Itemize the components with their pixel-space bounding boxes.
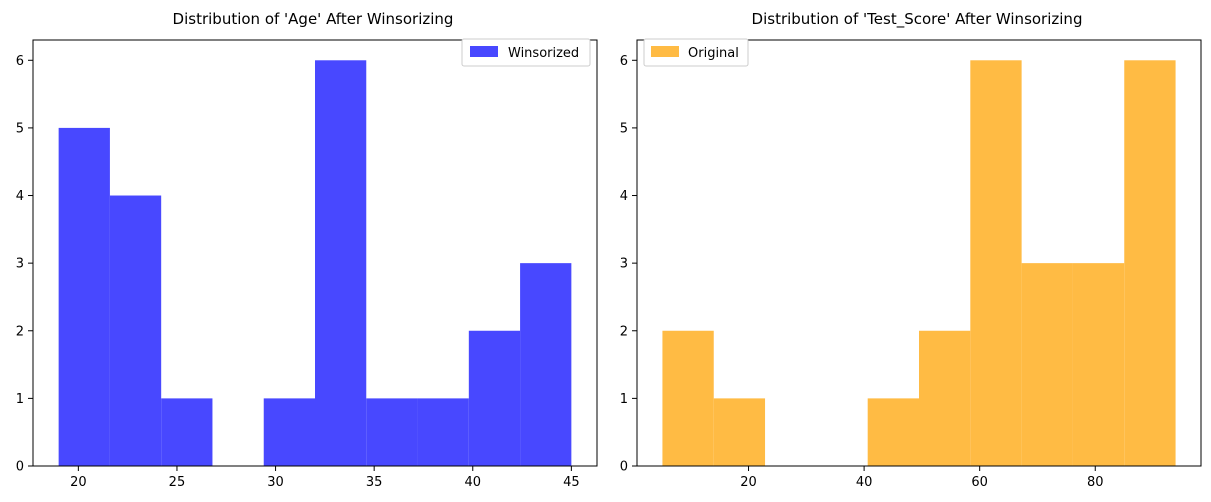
age-bar-8 (468, 330, 521, 466)
test-score-y-tick-label-0: 0 (620, 460, 628, 475)
age-x-tick-label-35: 35 (366, 475, 383, 490)
age-x-tick-label-40: 40 (464, 475, 481, 490)
age-legend-box (461, 38, 591, 67)
test-score-y-tick-label-4: 4 (620, 189, 628, 204)
test-score-histogram-panel: Distribution of 'Test_Score' After Winso… (620, 10, 1202, 490)
age-y-tick-label-4: 4 (16, 189, 24, 204)
age-y-tick-label-2: 2 (16, 324, 24, 339)
age-legend-swatch (470, 46, 498, 57)
age-x-tick-label-45: 45 (563, 475, 580, 490)
age-bar-1 (109, 195, 162, 466)
test-score-y-tick-label-5: 5 (620, 121, 628, 136)
age-legend: Winsorized (461, 38, 591, 67)
test-score-legend-box (643, 38, 749, 67)
test-score-x-tick-label-20: 20 (740, 475, 757, 490)
age-x-tick-label-30: 30 (267, 475, 284, 490)
test-score-legend-label: Original (688, 46, 739, 61)
age-bar-7 (417, 398, 469, 466)
test-score-y-tick-label-6: 6 (620, 54, 628, 69)
test-score-y-tick-label-3: 3 (620, 257, 628, 272)
age-x-tick-label-25: 25 (169, 475, 186, 490)
test-score-x-tick-label-80: 80 (1087, 475, 1104, 490)
age-bar-9 (520, 263, 572, 466)
test-score-bar-4 (867, 398, 919, 466)
test-score-y-tick-label-1: 1 (620, 392, 628, 407)
test-score-bar-7 (1021, 263, 1073, 466)
test-score-x-tick-label-60: 60 (971, 475, 988, 490)
age-y-tick-label-0: 0 (16, 460, 24, 475)
age-plot-area (58, 60, 572, 467)
test-score-bar-8 (1072, 263, 1125, 466)
test-score-bar-1 (713, 398, 766, 466)
age-bar-0 (58, 127, 110, 467)
age-y-tick-label-5: 5 (16, 121, 24, 136)
test-score-bar-6 (970, 60, 1022, 466)
test-score-bar-0 (662, 330, 714, 466)
test-score-bar-9 (1124, 60, 1176, 466)
age-axes-frame (32, 39, 598, 467)
test-score-legend-swatch (651, 46, 679, 57)
age-bar-2 (161, 398, 213, 466)
age-y-tick-label-1: 1 (16, 392, 24, 407)
age-legend-label: Winsorized (508, 46, 579, 61)
age-histogram-panel: Distribution of 'Age' After Winsorizing … (16, 10, 598, 490)
age-bar-4 (263, 398, 315, 466)
age-bar-5 (315, 60, 367, 466)
test-score-x-tick-label-40: 40 (856, 475, 873, 490)
age-bar-6 (366, 398, 418, 466)
test-score-chart-title: Distribution of 'Test_Score' After Winso… (752, 10, 1083, 29)
test-score-legend: Original (643, 38, 749, 67)
age-y-tick-label-6: 6 (16, 54, 24, 69)
age-chart-title: Distribution of 'Age' After Winsorizing (173, 10, 454, 28)
test-score-axes-frame (636, 39, 1202, 467)
test-score-bar-5 (919, 330, 971, 466)
age-x-tick-label-20: 20 (70, 475, 87, 490)
test-score-y-tick-label-2: 2 (620, 324, 628, 339)
test-score-plot-area (662, 60, 1176, 466)
age-y-tick-label-3: 3 (16, 257, 24, 272)
